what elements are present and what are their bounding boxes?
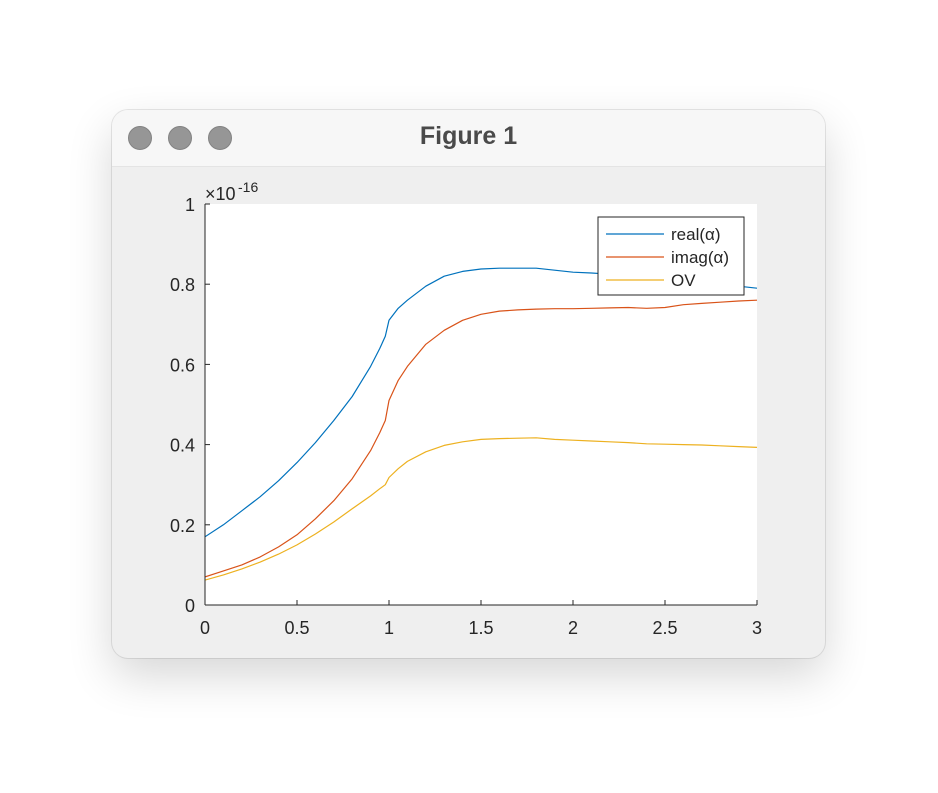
window-title: Figure 1	[419, 122, 518, 150]
legend-label: OV	[671, 271, 696, 290]
title-bar[interactable]: Figure 1	[112, 110, 825, 167]
y-tick-label: 0.4	[170, 436, 195, 456]
minimize-button[interactable]	[168, 126, 192, 150]
x-tick-label: 1	[384, 618, 394, 638]
legend-box	[597, 216, 745, 296]
legend-label: real(α)	[671, 225, 721, 244]
x-tick-label: 2.5	[652, 618, 677, 638]
x-tick-label: 2	[568, 618, 578, 638]
close-button[interactable]	[128, 126, 152, 150]
zoom-button[interactable]	[208, 126, 232, 150]
x-tick-label: 3	[752, 618, 762, 638]
y-tick-label: 0.6	[170, 355, 195, 375]
series-line-2	[205, 437, 757, 581]
y-tick-label: 0.2	[170, 516, 195, 536]
y-tick-label: 0.8	[170, 275, 195, 295]
series-line-1	[205, 299, 757, 578]
y-tick-label: 0	[185, 596, 195, 616]
x-tick-label: 0.5	[284, 618, 309, 638]
figure-window: Figure 1 0 0.5 1 1.5 2 2.5 3 0 0.2 0.4 0.6 0.8 1 ×10-…	[112, 110, 825, 658]
y-exponent-power: -16	[238, 179, 258, 195]
y-exponent-base: ×10	[205, 184, 236, 204]
line-chart[interactable]: 0 0.5 1 1.5 2 2.5 3 0 0.2 0.4 0.6 0.8 1 ×10 -16 real(α)…	[112, 110, 825, 658]
y-tick-label: 1	[185, 195, 195, 215]
x-tick-label: 0	[200, 618, 210, 638]
legend-label: imag(α)	[671, 248, 729, 267]
x-tick-label: 1.5	[468, 618, 493, 638]
